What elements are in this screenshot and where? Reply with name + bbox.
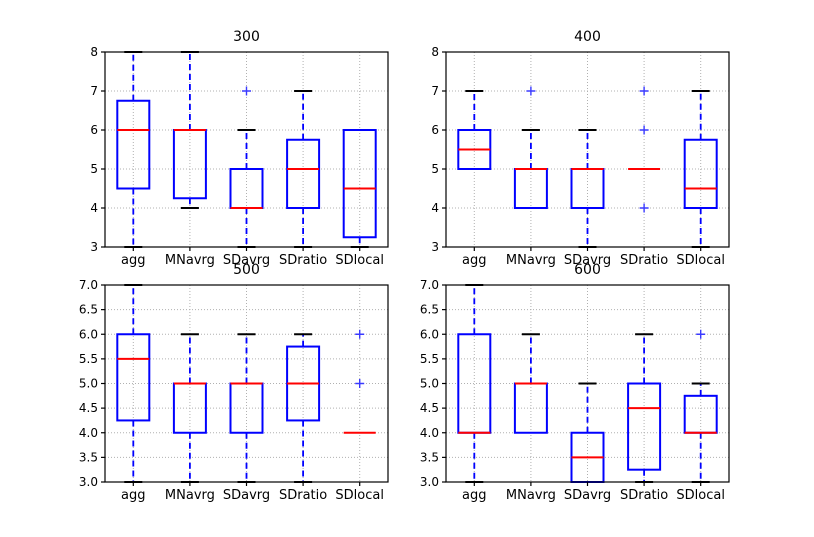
y-tick-label: 4.5 [420, 401, 439, 415]
y-tick-label: 5.5 [79, 352, 98, 366]
y-tick-label: 4.0 [79, 426, 98, 440]
y-tick-label: 3 [90, 240, 98, 254]
x-tick-label-SDavrg: SDavrg [223, 488, 270, 503]
subplot-400: 3 4 5 6 7 8 agg MNavrg SDavrg SDratio SDlocal [431, 45, 730, 268]
x-tick-label-agg: agg [121, 253, 145, 268]
y-tick-label: 7.0 [420, 278, 439, 292]
y-tick-label: 4.5 [79, 401, 98, 415]
box-SDlocal [683, 138, 718, 209]
x-tick-label-SDlocal: SDlocal [676, 488, 725, 503]
y-tick-label: 3.5 [79, 450, 98, 464]
x-tick-label-SDlocal: SDlocal [335, 253, 384, 268]
flier-SDavrg [242, 86, 251, 96]
y-tick-label: 3.5 [420, 450, 439, 464]
y-tick-label: 3.0 [420, 475, 439, 489]
y-tick-label: 7 [90, 84, 98, 98]
y-tick-label: 8 [431, 45, 439, 59]
box-SDlocal [342, 129, 377, 239]
x-tick-label-SDratio: SDratio [620, 253, 668, 268]
y-tick-label: 6 [90, 123, 98, 137]
box-MNavrg [172, 129, 207, 200]
y-tick-label: 5.0 [420, 377, 439, 391]
x-tick-label-SDratio: SDratio [279, 488, 327, 503]
subplot-300: 3 4 5 6 7 8 agg MNavrg SDavrg SDratio SDlocal [90, 45, 389, 268]
subplot-title-300: 300 [233, 29, 260, 45]
x-tick-label-SDratio: SDratio [279, 253, 327, 268]
x-tick-label-MNavrg: MNavrg [506, 253, 556, 268]
y-tick-label: 5 [90, 162, 98, 176]
subplot-title-400: 400 [574, 29, 601, 45]
x-tick-label-SDavrg: SDavrg [223, 253, 270, 268]
x-tick-label-SDavrg: SDavrg [564, 488, 611, 503]
y-tick-label: 6.0 [420, 327, 439, 341]
y-tick-label: 7.0 [79, 278, 98, 292]
x-tick-label-MNavrg: MNavrg [506, 488, 556, 503]
y-tick-label: 4 [431, 201, 439, 215]
flier-SDratio [639, 86, 649, 96]
box-agg [116, 99, 151, 190]
y-tick-label: 4.0 [420, 426, 439, 440]
x-tick-label-SDratio: SDratio [620, 488, 668, 503]
box-agg [116, 333, 151, 422]
flier-SDlocal [355, 379, 365, 388]
flier-SDlocal [696, 329, 706, 339]
x-tick-label-agg: agg [121, 488, 145, 503]
x-tick-label-MNavrg: MNavrg [165, 488, 215, 503]
y-tick-label: 6.0 [79, 327, 98, 341]
y-tick-label: 8 [90, 45, 98, 59]
y-tick-label: 6 [431, 123, 439, 137]
flier-SDratio [639, 125, 649, 135]
y-tick-label: 3.0 [79, 475, 98, 489]
y-tick-label: 6.5 [79, 303, 98, 317]
x-tick-label-SDavrg: SDavrg [564, 253, 611, 268]
subplot-title-600: 600 [574, 262, 601, 278]
y-tick-label: 7 [431, 84, 439, 98]
flier-SDlocal [355, 329, 365, 339]
y-tick-label: 5.0 [79, 377, 98, 391]
flier-MNavrg [526, 86, 536, 96]
flier-SDratio [639, 203, 649, 213]
y-tick-label: 6.5 [420, 303, 439, 317]
subplot-600: 3.0 3.5 4.0 4.5 5.0 5.5 6.0 6.5 7.0 agg MNavrg SDav… [420, 278, 730, 503]
box-SDratio [627, 382, 662, 471]
x-tick-label-SDlocal: SDlocal [335, 488, 384, 503]
y-tick-label: 5 [431, 162, 439, 176]
box-SDratio [286, 138, 321, 209]
x-tick-label-MNavrg: MNavrg [165, 253, 215, 268]
y-tick-label: 3 [431, 240, 439, 254]
subplot-title-500: 500 [233, 262, 260, 278]
x-tick-label-agg: agg [462, 253, 486, 268]
x-tick-label-agg: agg [462, 488, 486, 503]
y-tick-label: 4 [90, 201, 98, 215]
subplot-500: 3.0 3.5 4.0 4.5 5.0 5.5 6.0 6.5 7.0 agg MNavrg SDav… [79, 278, 389, 503]
x-tick-label-SDlocal: SDlocal [676, 253, 725, 268]
y-tick-label: 5.5 [420, 352, 439, 366]
